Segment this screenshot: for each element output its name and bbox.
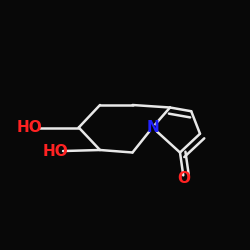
Text: N: N: [146, 120, 159, 135]
Text: HO: HO: [42, 144, 68, 159]
Text: O: O: [177, 171, 190, 186]
Text: HO: HO: [17, 120, 43, 135]
